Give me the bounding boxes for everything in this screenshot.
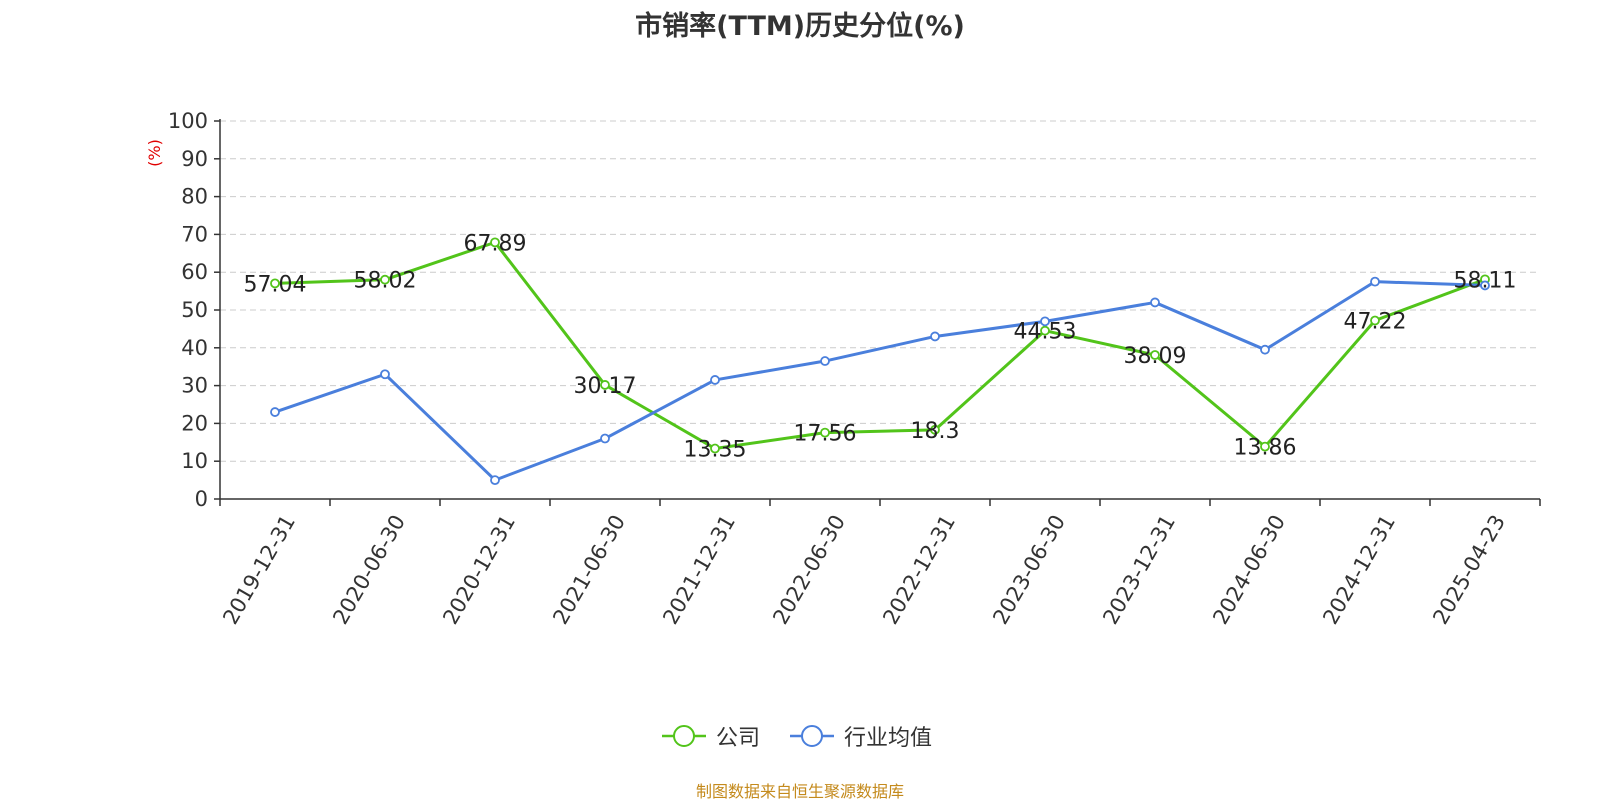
data-label: 58.02 xyxy=(354,269,417,294)
y-tick-label: 80 xyxy=(181,185,208,209)
data-label: 57.04 xyxy=(244,272,307,297)
data-label: 30.17 xyxy=(574,374,637,399)
series-0-point xyxy=(710,443,720,454)
grid-lines xyxy=(220,120,1540,462)
y-tick-label: 40 xyxy=(181,336,208,360)
series-0-point xyxy=(1260,441,1270,452)
y-tick-label: 90 xyxy=(181,147,208,171)
series-1-point xyxy=(1150,297,1160,308)
data-label: 44.53 xyxy=(1014,320,1077,345)
series-0-point xyxy=(1040,325,1050,336)
series-1-point xyxy=(820,356,830,366)
x-tick-label: 2019-12-31 xyxy=(218,511,300,629)
data-labels: 57.04 58.02 67.89 30.17 13.35 17.56 18.3 44.53 3… xyxy=(244,231,1517,462)
x-tick-label: 2022-12-31 xyxy=(878,511,960,629)
chart-title: 市销率(TTM)历史分位(%) xyxy=(635,11,965,42)
y-tick-label: 10 xyxy=(181,449,208,473)
series-0-point xyxy=(270,278,280,289)
data-label: 13.86 xyxy=(1234,436,1297,461)
series-1-point xyxy=(930,331,940,342)
y-tick-label: 70 xyxy=(181,222,208,246)
series-1-point xyxy=(490,475,500,486)
series-0-point xyxy=(1370,315,1380,326)
series-0-point xyxy=(1150,350,1160,360)
data-label: 38.09 xyxy=(1124,344,1187,369)
series-1-point xyxy=(710,375,720,385)
series-1-point xyxy=(1370,276,1380,287)
series-1-point xyxy=(380,369,390,380)
y-tick-label: 60 xyxy=(181,260,208,284)
data-label: 58.11 xyxy=(1454,268,1517,293)
source-note: 制图数据来自恒生聚源数据库 xyxy=(695,782,904,801)
x-tick-label: 2021-12-31 xyxy=(658,511,740,629)
legend-industry-marker xyxy=(790,725,834,747)
series-line-1 xyxy=(274,280,1486,482)
data-label: 13.35 xyxy=(684,438,747,463)
data-label: 18.3 xyxy=(911,419,960,444)
x-tick-label: 2022-06-30 xyxy=(768,511,850,629)
y-tick-label: 20 xyxy=(181,411,208,435)
y-tick-label: 50 xyxy=(181,298,208,322)
x-tick-label: 2023-06-30 xyxy=(988,511,1070,629)
series-1-point xyxy=(600,433,610,444)
x-tick-label: 2025-04-23 xyxy=(1428,511,1510,629)
data-label: 47.22 xyxy=(1344,310,1407,335)
series-0-point xyxy=(820,427,830,438)
data-label: 67.89 xyxy=(464,231,527,256)
x-tick-label: 2020-06-30 xyxy=(328,511,410,629)
x-tick-label: 2024-12-31 xyxy=(1318,511,1400,629)
series-1-point xyxy=(1480,280,1490,291)
x-tick-label: 2024-06-30 xyxy=(1208,511,1290,629)
series-0-point xyxy=(600,380,610,390)
series-1-point xyxy=(1260,344,1270,355)
legend-company[interactable]: 公司 xyxy=(660,720,760,752)
series-0-point xyxy=(490,237,500,248)
legend-company-label: 公司 xyxy=(716,726,761,751)
data-label: 17.56 xyxy=(794,422,857,447)
x-tick-label: 2023-12-31 xyxy=(1098,511,1180,629)
series-1-point xyxy=(270,407,280,417)
series-line-0 xyxy=(274,240,1486,451)
x-tick-label: 2021-06-30 xyxy=(548,511,630,629)
legend-company-marker xyxy=(662,725,706,747)
series-0-point xyxy=(930,424,940,435)
x-tick-label: 2020-12-31 xyxy=(438,511,520,629)
series-lines xyxy=(270,237,1490,486)
y-tick-label: 100 xyxy=(168,109,208,133)
y-axis-label: (%) xyxy=(145,139,164,167)
legend-industry-label: 行业均值 xyxy=(844,726,933,751)
y-tick-label: 0 xyxy=(195,487,208,511)
legend-industry-avg[interactable]: 行业均值 xyxy=(788,720,932,752)
y-tick-label: 30 xyxy=(181,374,208,398)
series-1-point xyxy=(1040,316,1050,327)
series-0-point xyxy=(380,274,390,285)
